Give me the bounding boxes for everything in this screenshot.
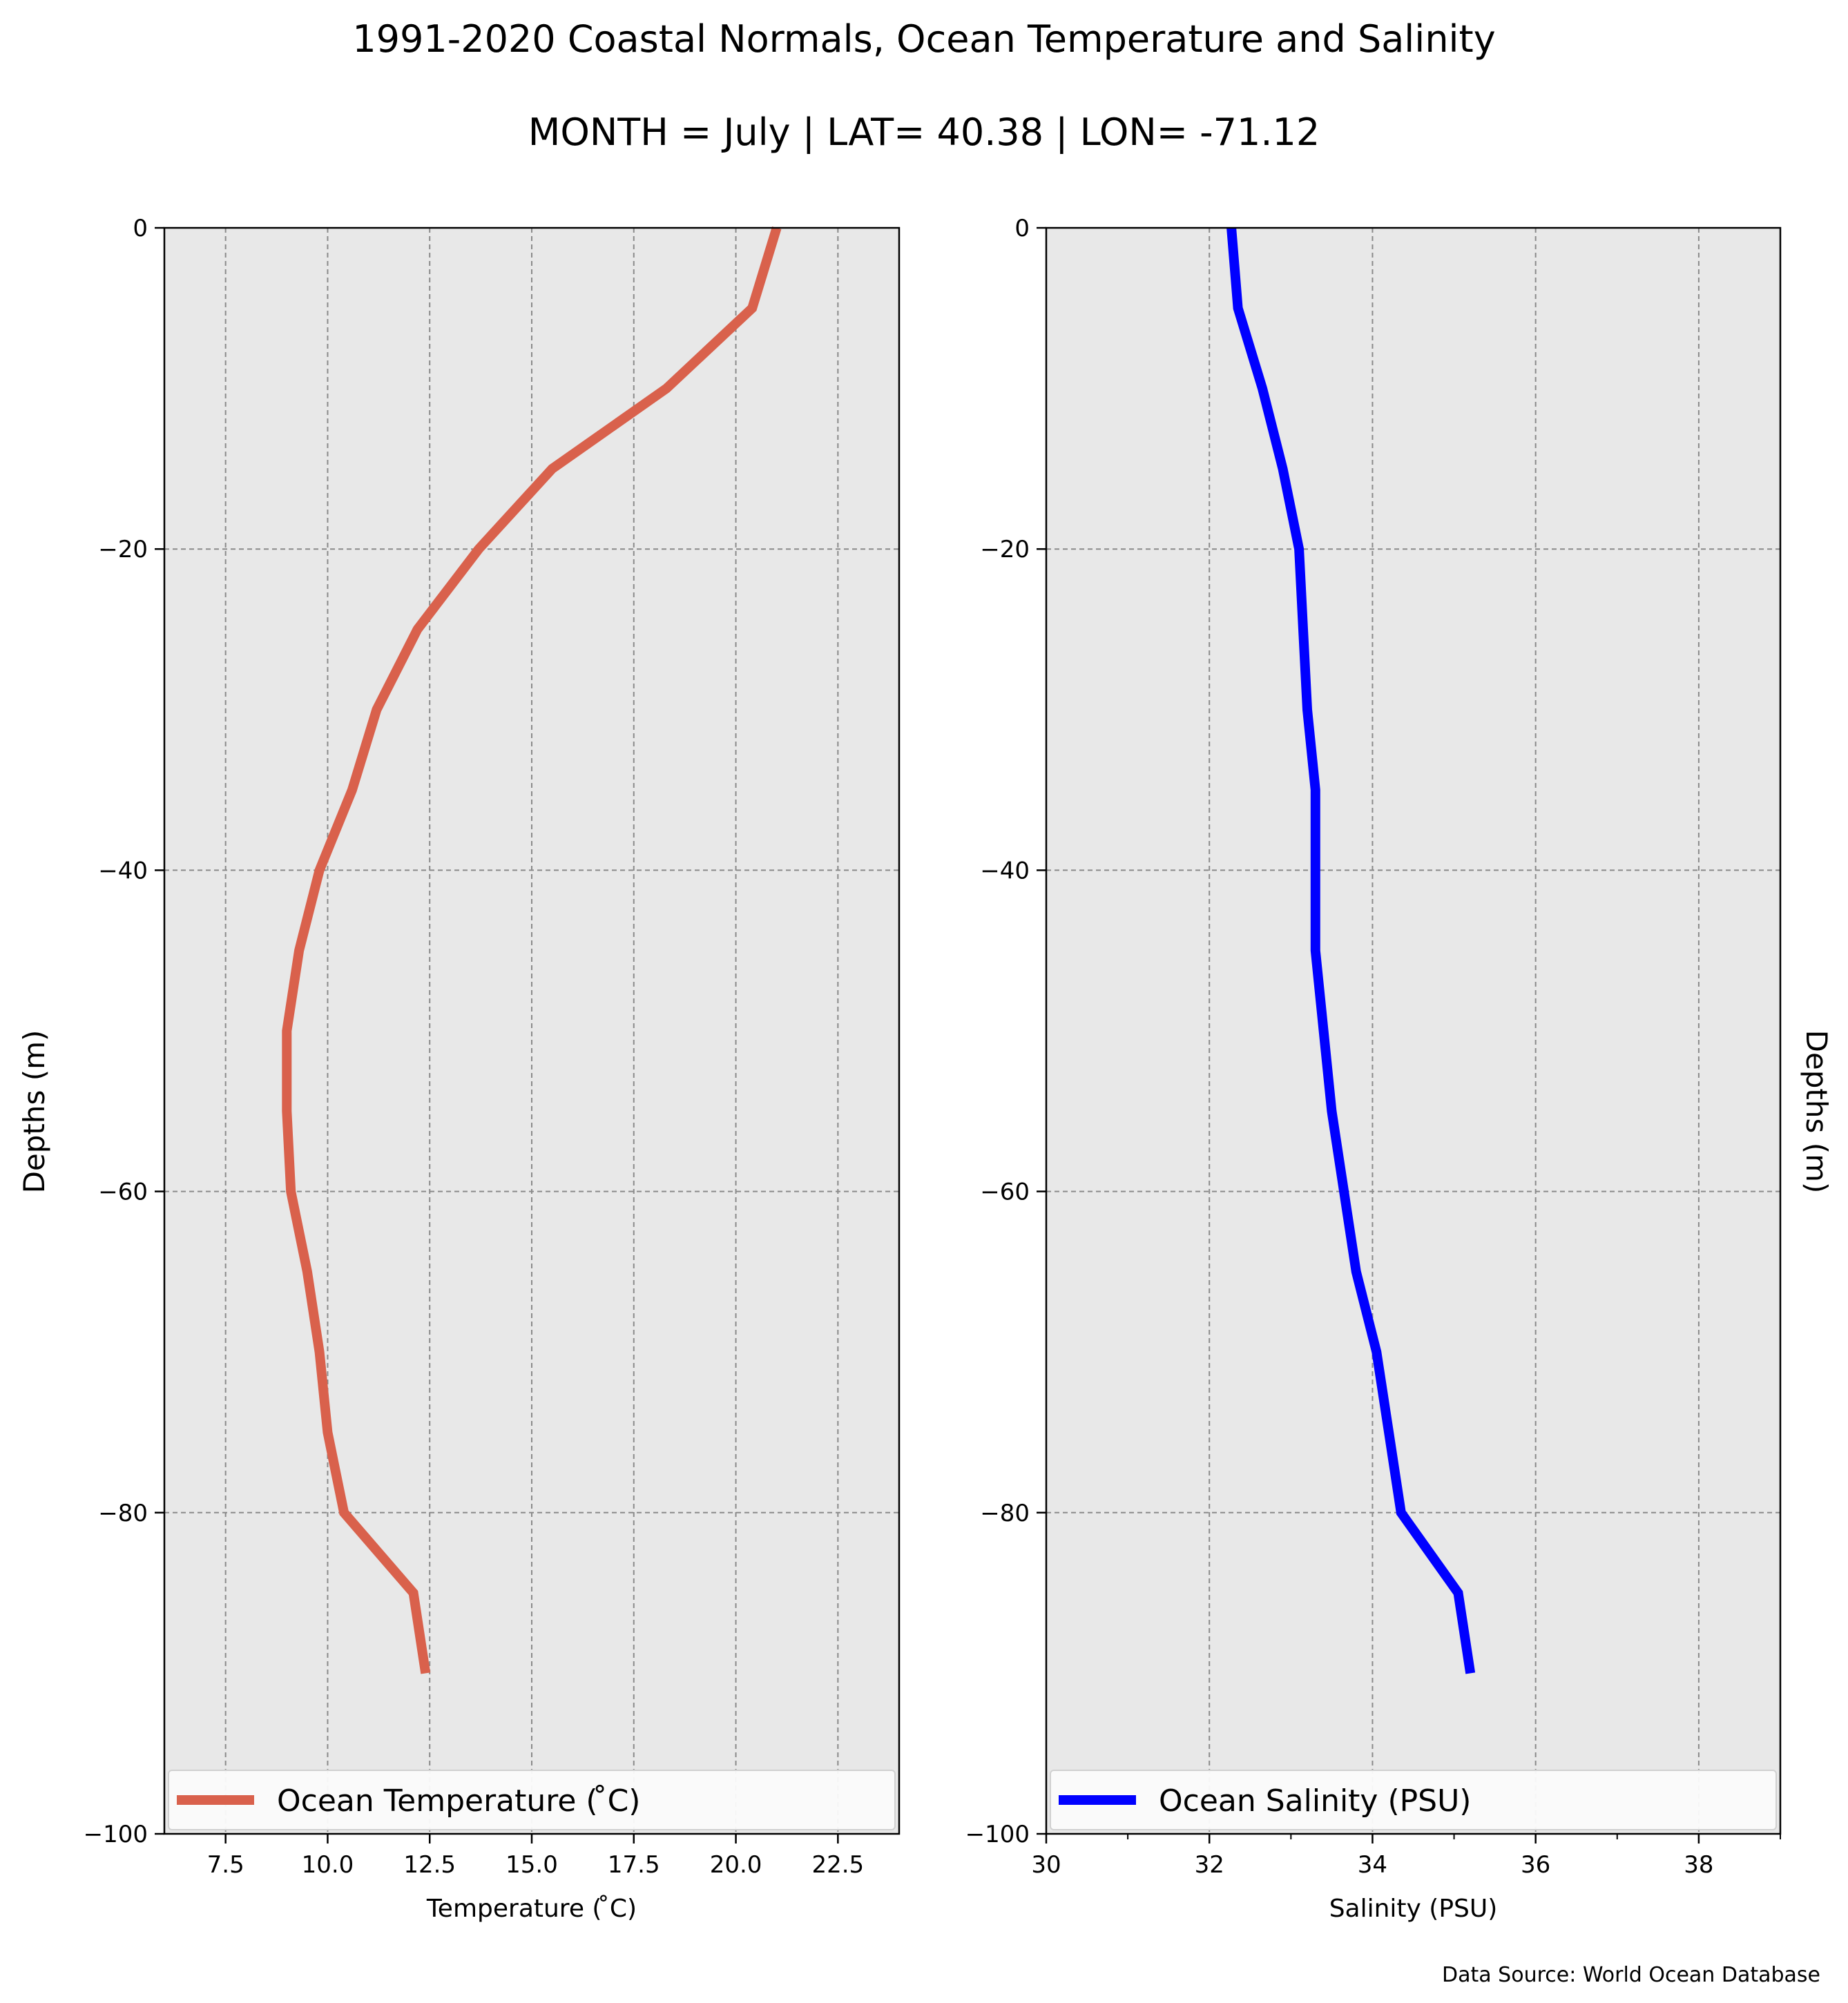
sal-point-17 <box>1458 1593 1459 1594</box>
sal-xlabel: Salinity (PSU) <box>1329 1895 1498 1923</box>
chart-title: 1991-2020 Coastal Normals, Ocean Tempera… <box>352 17 1495 61</box>
sal-series-line-0 <box>1226 227 1476 1674</box>
temp-ytick-label-2: −40 <box>98 857 148 884</box>
sal-point-10 <box>1323 1031 1324 1032</box>
temp-xtick-label-0: 7.5 <box>207 1851 244 1879</box>
temp-ytick-label-4: −80 <box>98 1500 148 1527</box>
sal-point-2 <box>1262 388 1263 389</box>
temp-legend-box <box>168 1770 896 1830</box>
sal-xtick-label-1: 32 <box>1195 1851 1224 1879</box>
sal-ytick-label-3: −60 <box>980 1179 1030 1206</box>
chart-subtitle: MONTH = July | LAT= 40.38 | LON= -71.12 <box>528 110 1320 154</box>
temp-point-16 <box>344 1512 345 1513</box>
temp-point-8 <box>319 870 320 871</box>
temp-xlabel: Temperature ( ̊C) <box>426 1895 637 1923</box>
sal-point-11 <box>1331 1111 1332 1112</box>
temp-point-9 <box>299 950 300 951</box>
sal-xtick-label-0: 30 <box>1031 1851 1061 1879</box>
sal-ytick-label-5: −100 <box>965 1821 1030 1848</box>
temp-point-15 <box>327 1432 328 1433</box>
right-ylabel: Depths (m) <box>1800 1030 1833 1194</box>
sal-legend-box <box>1050 1770 1777 1830</box>
temp-xtick-label-2: 12.5 <box>403 1851 456 1879</box>
sal-point-7 <box>1315 790 1316 791</box>
sal-point-9 <box>1315 950 1316 951</box>
sal-ytick-label-4: −80 <box>980 1500 1030 1527</box>
temp-xtick-label-1: 10.0 <box>302 1851 354 1879</box>
salinity-panel: 30 32 34 36 38 0 −20 −40 −60 −80 −100 Salinity (PSU… <box>965 215 1782 1923</box>
temperature-panel: 7.5 10.0 12.5 15.0 17.5 20.0 22.5 0 −20 −40 −60 −80… <box>84 215 901 1923</box>
temp-ytick-label-1: −20 <box>98 536 148 563</box>
temp-point-6 <box>376 709 377 710</box>
temp-point-18 <box>425 1673 426 1674</box>
sal-axes-frame <box>1045 226 1782 1835</box>
temp-point-14 <box>319 1352 320 1353</box>
temp-xtick-label-5: 20.0 <box>710 1851 762 1879</box>
temp-point-5 <box>417 629 418 630</box>
sal-xtick-label-4: 38 <box>1684 1851 1713 1879</box>
sal-ytick-label-2: −40 <box>980 857 1030 884</box>
sal-point-3 <box>1282 468 1283 469</box>
sal-point-4 <box>1299 549 1300 550</box>
temp-point-2 <box>666 388 667 389</box>
sal-ytick-label-0: 0 <box>1014 215 1030 242</box>
temp-ytick-label-5: −100 <box>84 1821 148 1848</box>
left-ylabel: Depths (m) <box>17 1030 51 1194</box>
sal-point-14 <box>1376 1352 1377 1353</box>
sal-legend: Ocean Salinity (PSU) <box>1050 1770 1777 1830</box>
temp-xtick-label-6: 22.5 <box>811 1851 864 1879</box>
sal-legend-label: Ocean Salinity (PSU) <box>1159 1783 1471 1819</box>
sal-ytick-label-1: −20 <box>980 536 1030 563</box>
temp-point-1 <box>752 308 753 309</box>
data-source: Data Source: World Ocean Database <box>1442 1963 1820 1987</box>
sal-point-6 <box>1307 709 1308 710</box>
temp-point-17 <box>413 1593 414 1594</box>
sal-xtick-label-2: 34 <box>1358 1851 1387 1879</box>
sal-point-8 <box>1315 870 1316 871</box>
sal-point-5 <box>1303 629 1304 630</box>
temp-xtick-label-3: 15.0 <box>506 1851 558 1879</box>
temp-legend-label: Ocean Temperature ( ̊C) <box>277 1783 640 1819</box>
temp-ytick-label-3: −60 <box>98 1179 148 1206</box>
sal-point-12 <box>1344 1191 1345 1192</box>
temp-legend: Ocean Temperature ( ̊C) <box>168 1770 896 1830</box>
sal-point-18 <box>1470 1673 1471 1674</box>
temp-ytick-label-0: 0 <box>133 215 148 242</box>
sal-plot-area <box>1046 228 1780 1834</box>
temp-series-line-0 <box>282 226 782 1674</box>
sal-xtick-label-3: 36 <box>1521 1851 1550 1879</box>
temp-xtick-label-4: 17.5 <box>608 1851 660 1879</box>
